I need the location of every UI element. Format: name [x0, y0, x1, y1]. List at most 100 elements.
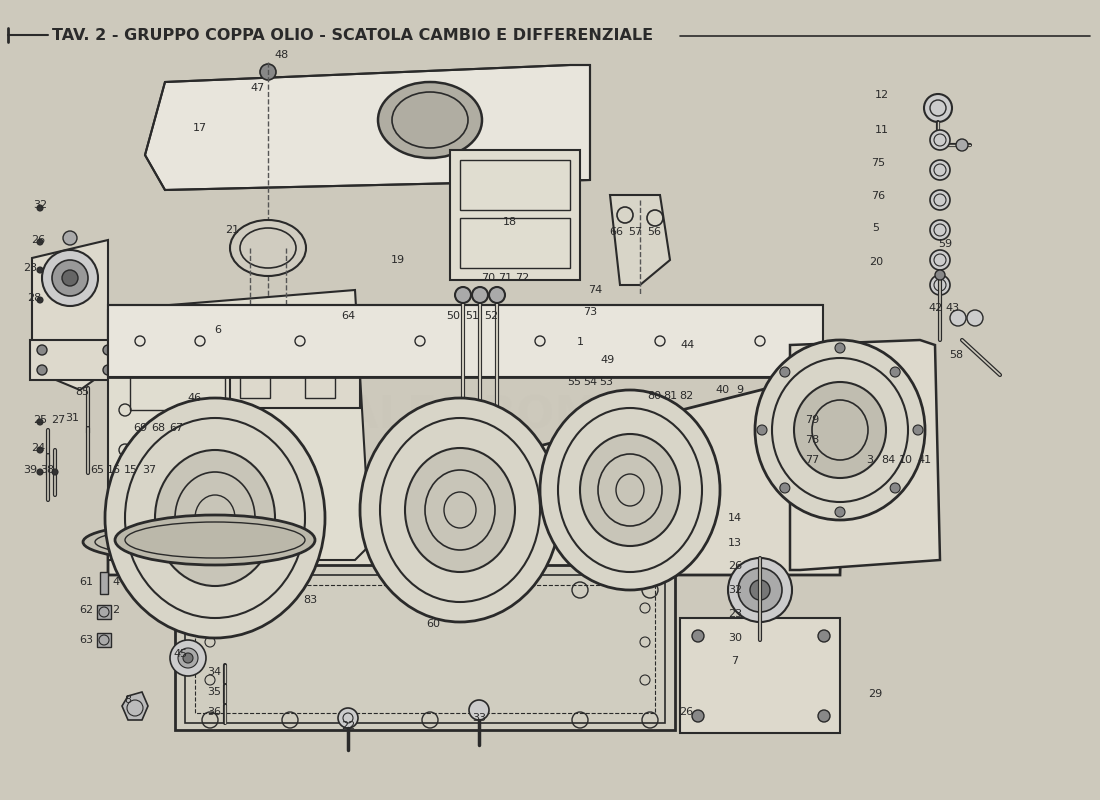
Text: 36: 36 — [207, 707, 221, 717]
Text: TAV. 2 - GRUPPO COPPA OLIO - SCATOLA CAMBIO E DIFFERENZIALE: TAV. 2 - GRUPPO COPPA OLIO - SCATOLA CAM… — [52, 28, 653, 43]
Bar — [100, 572, 108, 594]
Ellipse shape — [580, 434, 680, 546]
Text: 68: 68 — [151, 423, 165, 433]
Text: 83: 83 — [302, 595, 317, 605]
Ellipse shape — [37, 469, 43, 475]
Ellipse shape — [37, 365, 47, 375]
Text: 22: 22 — [341, 721, 355, 731]
Ellipse shape — [956, 139, 968, 151]
Text: 32: 32 — [33, 200, 47, 210]
Ellipse shape — [930, 160, 950, 180]
Bar — [30, 340, 120, 380]
Text: 37: 37 — [142, 465, 156, 475]
Ellipse shape — [338, 708, 358, 728]
Ellipse shape — [930, 130, 950, 150]
Bar — [460, 160, 570, 210]
Bar — [130, 330, 230, 410]
Text: 79: 79 — [805, 415, 820, 425]
Text: 60: 60 — [426, 619, 440, 629]
Text: 62: 62 — [79, 605, 94, 615]
Ellipse shape — [37, 297, 43, 303]
Ellipse shape — [37, 447, 43, 453]
Bar — [97, 633, 111, 647]
Text: 10: 10 — [899, 455, 913, 465]
Text: 70: 70 — [481, 273, 495, 283]
Text: 17: 17 — [192, 123, 207, 133]
Text: 48: 48 — [275, 50, 289, 60]
Text: 1: 1 — [576, 337, 583, 347]
Text: 33: 33 — [472, 713, 486, 723]
Text: 14: 14 — [728, 513, 743, 523]
Ellipse shape — [37, 205, 43, 211]
Text: 72: 72 — [515, 273, 529, 283]
Text: 47: 47 — [251, 83, 265, 93]
Text: 50: 50 — [446, 311, 460, 321]
Text: 63: 63 — [79, 635, 94, 645]
Ellipse shape — [692, 630, 704, 642]
Ellipse shape — [42, 250, 98, 306]
Polygon shape — [145, 65, 590, 190]
Text: 69: 69 — [133, 423, 147, 433]
Bar — [185, 575, 666, 723]
Ellipse shape — [890, 367, 900, 377]
Ellipse shape — [260, 64, 276, 80]
Polygon shape — [122, 692, 149, 720]
Ellipse shape — [835, 343, 845, 353]
Ellipse shape — [183, 653, 192, 663]
Text: 27: 27 — [51, 415, 65, 425]
Text: 78: 78 — [805, 435, 820, 445]
Text: 23: 23 — [23, 263, 37, 273]
Text: 64: 64 — [341, 311, 355, 321]
Text: 3: 3 — [867, 455, 873, 465]
Text: 44: 44 — [681, 340, 695, 350]
Ellipse shape — [930, 220, 950, 240]
Text: 5: 5 — [872, 223, 880, 233]
Ellipse shape — [738, 568, 782, 612]
Text: 45: 45 — [173, 649, 187, 659]
Text: 15: 15 — [124, 465, 138, 475]
Ellipse shape — [818, 710, 830, 722]
Text: 32: 32 — [728, 585, 743, 595]
Ellipse shape — [37, 345, 47, 355]
Text: 21: 21 — [224, 225, 239, 235]
Ellipse shape — [405, 448, 515, 572]
Ellipse shape — [755, 340, 925, 520]
Polygon shape — [108, 375, 845, 575]
Polygon shape — [610, 195, 670, 285]
Text: 42: 42 — [928, 303, 943, 313]
Bar — [108, 305, 823, 377]
Text: 16: 16 — [107, 465, 121, 475]
Ellipse shape — [835, 507, 845, 517]
Ellipse shape — [890, 483, 900, 493]
Text: 2: 2 — [112, 605, 120, 615]
Ellipse shape — [455, 287, 471, 303]
Ellipse shape — [155, 450, 275, 586]
Text: 65: 65 — [90, 465, 104, 475]
Polygon shape — [790, 340, 940, 570]
Text: 53: 53 — [600, 377, 613, 387]
Text: 51: 51 — [465, 311, 478, 321]
Text: 52: 52 — [484, 311, 498, 321]
Text: 40: 40 — [715, 385, 729, 395]
Polygon shape — [108, 290, 370, 560]
Text: 84: 84 — [881, 455, 895, 465]
Text: 43: 43 — [945, 303, 959, 313]
Text: 35: 35 — [207, 687, 221, 697]
Text: 34: 34 — [207, 667, 221, 677]
Bar — [680, 618, 840, 733]
Ellipse shape — [780, 367, 790, 377]
Text: 39: 39 — [23, 465, 37, 475]
Text: 9: 9 — [736, 385, 744, 395]
Text: 7: 7 — [732, 656, 738, 666]
Ellipse shape — [540, 390, 720, 590]
Ellipse shape — [178, 648, 198, 668]
Ellipse shape — [170, 640, 206, 676]
Text: 26: 26 — [679, 707, 693, 717]
Ellipse shape — [490, 287, 505, 303]
Ellipse shape — [930, 190, 950, 210]
Text: 49: 49 — [601, 355, 615, 365]
Ellipse shape — [82, 522, 314, 562]
Text: 19: 19 — [390, 255, 405, 265]
Text: 18: 18 — [503, 217, 517, 227]
Ellipse shape — [692, 710, 704, 722]
